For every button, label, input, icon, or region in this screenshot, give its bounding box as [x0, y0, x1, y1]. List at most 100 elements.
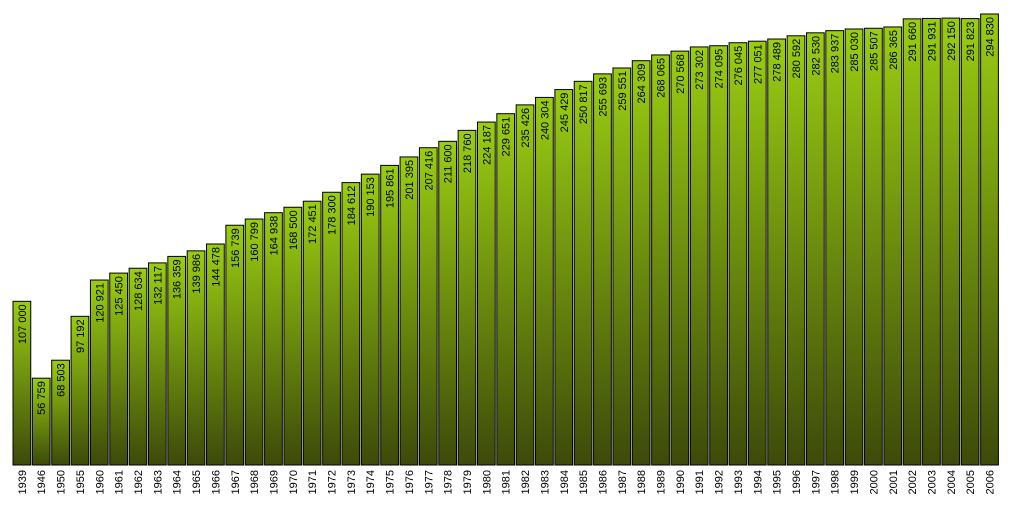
x-tick-label-1991: 1991 [694, 470, 706, 494]
x-tick-label-2001: 2001 [888, 470, 900, 494]
x-tick-label-1987: 1987 [617, 470, 629, 494]
x-tick-label-1979: 1979 [462, 470, 474, 494]
value-label-1977: 207 416 [423, 151, 435, 191]
value-label-1994: 277 051 [752, 44, 764, 84]
x-tick-label-1996: 1996 [791, 470, 803, 494]
value-label-1963: 132 117 [152, 266, 164, 305]
x-tick-label-1981: 1981 [501, 470, 513, 494]
x-tick-label-1990: 1990 [675, 470, 687, 494]
bar-2004 [941, 17, 961, 466]
bar-1998 [825, 30, 845, 466]
value-label-1982: 235 426 [520, 108, 532, 148]
bars-group [12, 13, 999, 466]
bar-1995 [767, 38, 787, 466]
bar-1983 [535, 96, 554, 466]
value-label-1984: 245 429 [559, 93, 571, 133]
x-tick-label-1964: 1964 [172, 470, 184, 494]
value-label-1995: 278 489 [772, 42, 784, 82]
value-label-1996: 280 592 [791, 39, 803, 79]
bar-1996 [786, 35, 806, 466]
value-label-1976: 201 395 [404, 160, 416, 200]
bar-1973 [341, 182, 361, 466]
bar-1963 [147, 262, 167, 466]
x-tick-label-1960: 1960 [94, 470, 106, 494]
value-label-2004: 292 150 [946, 21, 958, 61]
bar-2006 [980, 13, 999, 466]
value-label-1979: 218 760 [462, 133, 474, 173]
x-tick-label-1965: 1965 [191, 470, 203, 494]
x-tick-label-2006: 2006 [985, 470, 997, 494]
x-tick-label-1999: 1999 [849, 470, 861, 494]
value-label-1939: 107 000 [17, 304, 29, 344]
bar-1971 [302, 200, 322, 466]
bar-1970 [283, 206, 303, 466]
x-tick-label-1998: 1998 [830, 470, 842, 494]
x-tick-label-1967: 1967 [230, 470, 242, 494]
value-label-2006: 294 830 [985, 17, 997, 57]
value-label-2001: 286 365 [888, 30, 900, 70]
x-tick-label-1950: 1950 [56, 470, 68, 494]
value-label-2005: 291 823 [965, 22, 977, 62]
value-label-1993: 276 045 [733, 46, 745, 86]
value-label-1950: 68 503 [56, 363, 68, 397]
bar-2000 [864, 27, 883, 466]
value-label-1991: 273 302 [694, 50, 706, 90]
bar-1984 [554, 89, 574, 466]
bar-1976 [399, 156, 419, 466]
value-label-1981: 229 651 [501, 117, 513, 157]
value-label-2000: 285 507 [868, 31, 880, 71]
bar-1981 [496, 113, 516, 466]
value-label-1975: 195 861 [385, 168, 397, 208]
value-label-1966: 144 478 [210, 247, 222, 287]
bar-2002 [902, 18, 922, 466]
x-tick-label-1977: 1977 [423, 470, 435, 494]
bar-1978 [438, 140, 458, 466]
x-tick-label-1980: 1980 [481, 470, 493, 494]
bar-1967 [225, 224, 245, 466]
value-label-1965: 139 986 [191, 254, 203, 294]
value-label-1990: 270 568 [675, 54, 687, 94]
x-tick-label-1971: 1971 [307, 470, 319, 494]
value-label-1968: 160 799 [249, 222, 261, 262]
x-tick-label-2002: 2002 [907, 470, 919, 494]
x-tick-label-1966: 1966 [210, 470, 222, 494]
value-label-1992: 274 095 [714, 49, 726, 89]
x-tick-labels-group: 1939 1946 1950 1955 1960 1961 1962 1963 1964 1965… [17, 470, 997, 494]
value-label-1960: 120 921 [94, 283, 106, 323]
x-tick-label-1994: 1994 [752, 470, 764, 494]
bar-1965 [186, 250, 206, 466]
value-label-1964: 136 359 [172, 259, 184, 299]
value-label-1970: 168 500 [288, 210, 300, 250]
x-tick-label-1955: 1955 [75, 470, 87, 494]
value-label-1987: 259 551 [617, 71, 629, 111]
bar-1999 [844, 28, 864, 466]
value-label-1983: 240 304 [539, 100, 551, 140]
bar-2001 [883, 26, 903, 466]
bar-1960 [89, 279, 109, 466]
x-tick-label-1985: 1985 [578, 470, 590, 494]
bar-1964 [167, 255, 187, 466]
value-label-1999: 285 030 [849, 32, 861, 72]
value-label-1955: 97 192 [75, 319, 87, 353]
value-label-1974: 190 153 [365, 177, 377, 217]
bar-1962 [128, 267, 148, 466]
value-labels-group: 107 000 56 759 68 503 97 192 120 921 125 450 1… [17, 17, 997, 415]
x-tick-label-1982: 1982 [520, 470, 532, 494]
bar-1946 [31, 377, 51, 466]
bar-1969 [264, 212, 283, 466]
bar-1950 [51, 359, 70, 466]
value-label-1971: 172 451 [307, 204, 319, 244]
bar-1975 [380, 164, 399, 466]
x-tick-label-1997: 1997 [810, 470, 822, 494]
x-tick-label-1946: 1946 [36, 470, 48, 494]
value-label-1997: 282 530 [810, 36, 822, 76]
x-tick-label-1939: 1939 [17, 470, 29, 494]
bar-1991 [689, 46, 709, 466]
bar-1974 [360, 173, 380, 466]
value-label-2003: 291 931 [926, 21, 938, 61]
x-tick-label-1963: 1963 [152, 470, 164, 494]
x-tick-label-1961: 1961 [114, 470, 126, 494]
value-label-1980: 224 187 [481, 125, 493, 165]
x-tick-label-1976: 1976 [404, 470, 416, 494]
